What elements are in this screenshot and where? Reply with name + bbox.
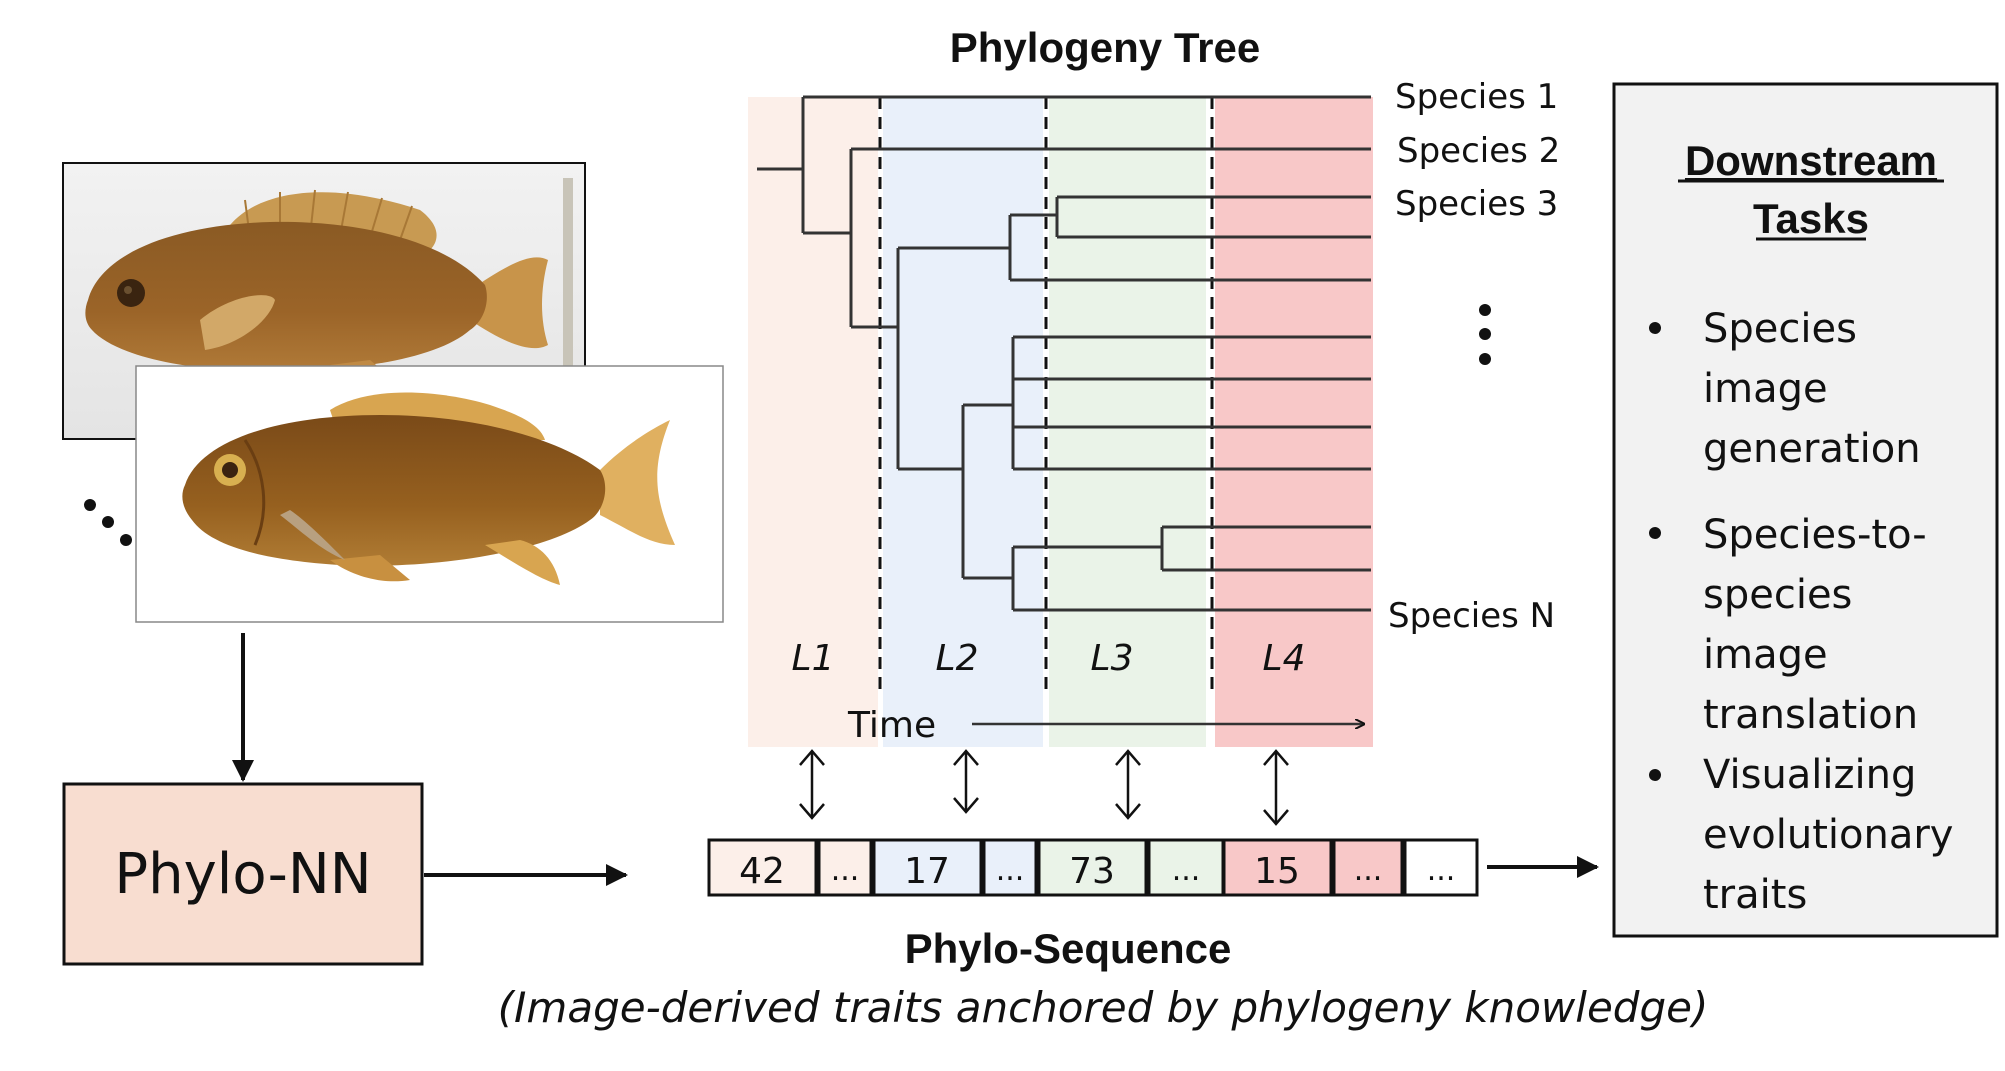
task-line: image	[1703, 366, 1828, 412]
level-band-l4	[1215, 97, 1373, 747]
task-line: evolutionary	[1703, 812, 1953, 858]
downstream-title: Tasks	[1753, 195, 1869, 242]
sequence-cell-value: 15	[1254, 851, 1300, 892]
species-label-n: Species N	[1388, 596, 1555, 636]
more-species-ellipsis	[1479, 304, 1491, 365]
sequence-cell-value: 73	[1069, 851, 1115, 892]
sequence-title: Phylo-Sequence	[905, 925, 1232, 972]
level-band-l3	[1049, 97, 1206, 747]
sequence-cell	[1403, 838, 1479, 897]
task-line: Visualizing	[1703, 752, 1916, 798]
sequence-cell	[817, 838, 873, 897]
species-label-2: Species 2	[1397, 131, 1560, 171]
more-images-ellipsis	[84, 499, 132, 546]
sequence-subtitle: (Image-derived traits anchored by phylog…	[498, 983, 1709, 1032]
task-bullet	[1649, 322, 1661, 334]
task-line: traits	[1703, 872, 1807, 918]
sequence-cell	[1147, 838, 1225, 897]
fish-photo-front	[135, 365, 724, 623]
task-line: translation	[1703, 692, 1918, 738]
level-label-l4: L4	[1263, 638, 1306, 679]
sequence-cell	[1332, 838, 1404, 897]
task-line: image	[1703, 632, 1828, 678]
species-label-1: Species 1	[1395, 77, 1558, 117]
downstream-title: Downstream	[1685, 137, 1937, 184]
task-line: generation	[1703, 426, 1921, 472]
level-label-l3: L3	[1091, 638, 1134, 679]
downstream-tasks-box: Downstream Tasks Species image generatio…	[1612, 82, 1999, 938]
task-line: species	[1703, 572, 1852, 618]
time-label: Time	[847, 705, 936, 746]
sequence-cell-value: 42	[739, 851, 785, 892]
tree-branches	[757, 95, 1371, 612]
sequence-cell-value: ...	[831, 853, 860, 888]
phylo-nn-box: Phylo-NN	[62, 782, 424, 966]
task-bullet	[1649, 527, 1661, 539]
sequence-cell	[982, 838, 1038, 897]
level-sequence-links	[799, 749, 1289, 826]
tree-level-bands	[748, 97, 1373, 747]
sequence-cell	[707, 838, 818, 897]
sequence-cell	[872, 838, 983, 897]
species-label-3: Species 3	[1395, 184, 1558, 224]
phylo-nn-label: Phylo-NN	[114, 842, 371, 907]
task-line: Species-to-	[1703, 512, 1927, 558]
task-line: Species	[1703, 306, 1857, 352]
task-bullet	[1649, 769, 1661, 781]
sequence-cell-value: ...	[1354, 853, 1383, 888]
sequence-cell-value: ...	[1427, 853, 1456, 888]
sequence-cell-value: 17	[904, 851, 950, 892]
level-label-l1: L1	[792, 638, 835, 679]
tree-title: Phylogeny Tree	[950, 24, 1260, 71]
sequence-cell-value: ...	[1172, 853, 1201, 888]
sequence-cell-value: ...	[996, 853, 1025, 888]
sequence-cell	[1222, 838, 1333, 897]
phylo-sequence: 42 ... 17 ... 73 ... 15 ... ...	[707, 838, 1479, 897]
sequence-cell	[1037, 838, 1148, 897]
level-label-l2: L2	[936, 638, 979, 679]
level-band-l1	[748, 97, 878, 747]
